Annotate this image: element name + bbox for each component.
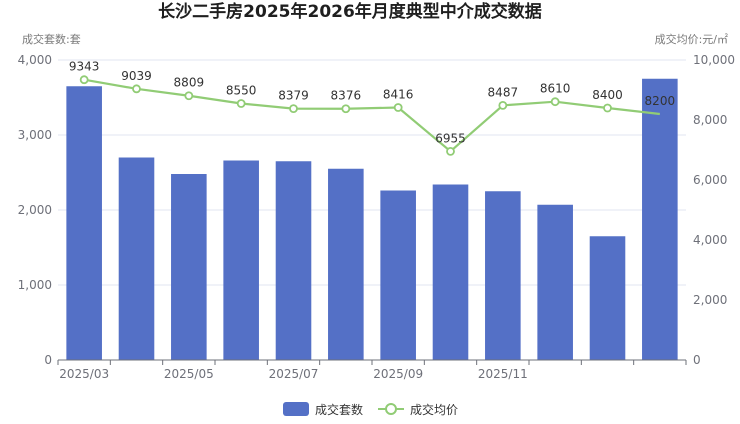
legend-bar-label: 成交套数 xyxy=(315,402,363,417)
line-point xyxy=(236,99,246,108)
bar xyxy=(589,236,626,360)
left-axis-name: 成交套数:套 xyxy=(22,32,81,46)
x-tick-label: 2025/11 xyxy=(478,367,528,381)
line-point xyxy=(341,104,351,114)
data-label: 8809 xyxy=(174,76,205,90)
right-tick-label: 0 xyxy=(693,353,701,367)
x-tick-label: 2025/03 xyxy=(59,367,109,381)
left-axis-ticks: 0 1,000 2,000 3,000 4,000 xyxy=(18,53,52,367)
bar xyxy=(380,190,416,360)
data-label: 8550 xyxy=(226,84,257,98)
legend-bar-swatch xyxy=(283,402,309,416)
right-tick-label: 2,000 xyxy=(693,293,727,307)
data-label: 9039 xyxy=(121,69,152,83)
left-tick-label: 1,000 xyxy=(18,278,52,292)
data-label: 8610 xyxy=(540,82,571,96)
bar xyxy=(223,160,259,360)
bar xyxy=(118,157,155,360)
data-label: 8379 xyxy=(278,89,309,103)
left-tick-label: 0 xyxy=(44,353,52,367)
line-point xyxy=(79,75,89,85)
line-series: 9343 9039 8809 8550 8379 8376 8416 6955 8487 8610… xyxy=(69,60,676,156)
legend-line-marker xyxy=(385,403,397,415)
chart-title: 长沙二手房2025年2026年月度典型中介成交数据 xyxy=(158,1,542,22)
watermark: 搜狐号@搜狐焦点南平站 xyxy=(572,399,726,416)
line-point xyxy=(184,91,194,101)
bar xyxy=(275,161,312,360)
data-label: 6955 xyxy=(435,131,466,145)
right-tick-label: 8,000 xyxy=(693,113,727,127)
bar xyxy=(66,86,102,360)
data-label: 8487 xyxy=(488,85,519,99)
line-point xyxy=(603,103,612,113)
right-tick-label: 4,000 xyxy=(693,233,727,247)
left-tick-label: 3,000 xyxy=(18,128,52,142)
right-tick-label: 10,000 xyxy=(693,53,735,67)
bar xyxy=(485,191,521,360)
left-tick-label: 2,000 xyxy=(18,203,52,217)
line-path xyxy=(83,78,660,153)
x-tick-label: 2025/07 xyxy=(269,367,319,381)
right-axis-name: 成交均价:元/㎡ xyxy=(655,32,728,46)
line-point xyxy=(550,97,560,107)
line-point xyxy=(132,84,141,94)
data-label: 9343 xyxy=(69,60,100,74)
data-label: 8376 xyxy=(331,89,362,103)
bar xyxy=(171,174,207,360)
legend[interactable]: 成交套数 成交均价 xyxy=(283,402,458,417)
bar xyxy=(642,78,678,360)
bar xyxy=(432,184,469,360)
x-tick-label: 2025/05 xyxy=(164,367,214,381)
legend-line-label: 成交均价 xyxy=(410,402,458,417)
line-point xyxy=(289,104,298,114)
left-tick-label: 4,000 xyxy=(18,53,52,67)
data-label: 8416 xyxy=(383,88,414,102)
line-point xyxy=(393,103,403,112)
right-tick-label: 6,000 xyxy=(693,173,727,187)
data-label: 8200 xyxy=(645,94,676,108)
right-axis-ticks: 0 2,000 4,000 6,000 8,000 10,000 xyxy=(693,53,735,367)
bar xyxy=(328,168,364,360)
line-point xyxy=(498,100,508,110)
line-point xyxy=(446,146,455,156)
bar-series xyxy=(66,78,678,360)
x-axis: 2025/03 2025/05 2025/07 2025/09 2025/11 xyxy=(57,359,687,381)
bar xyxy=(537,204,573,360)
x-tick-label: 2025/09 xyxy=(373,367,423,381)
data-label: 8400 xyxy=(592,88,623,102)
